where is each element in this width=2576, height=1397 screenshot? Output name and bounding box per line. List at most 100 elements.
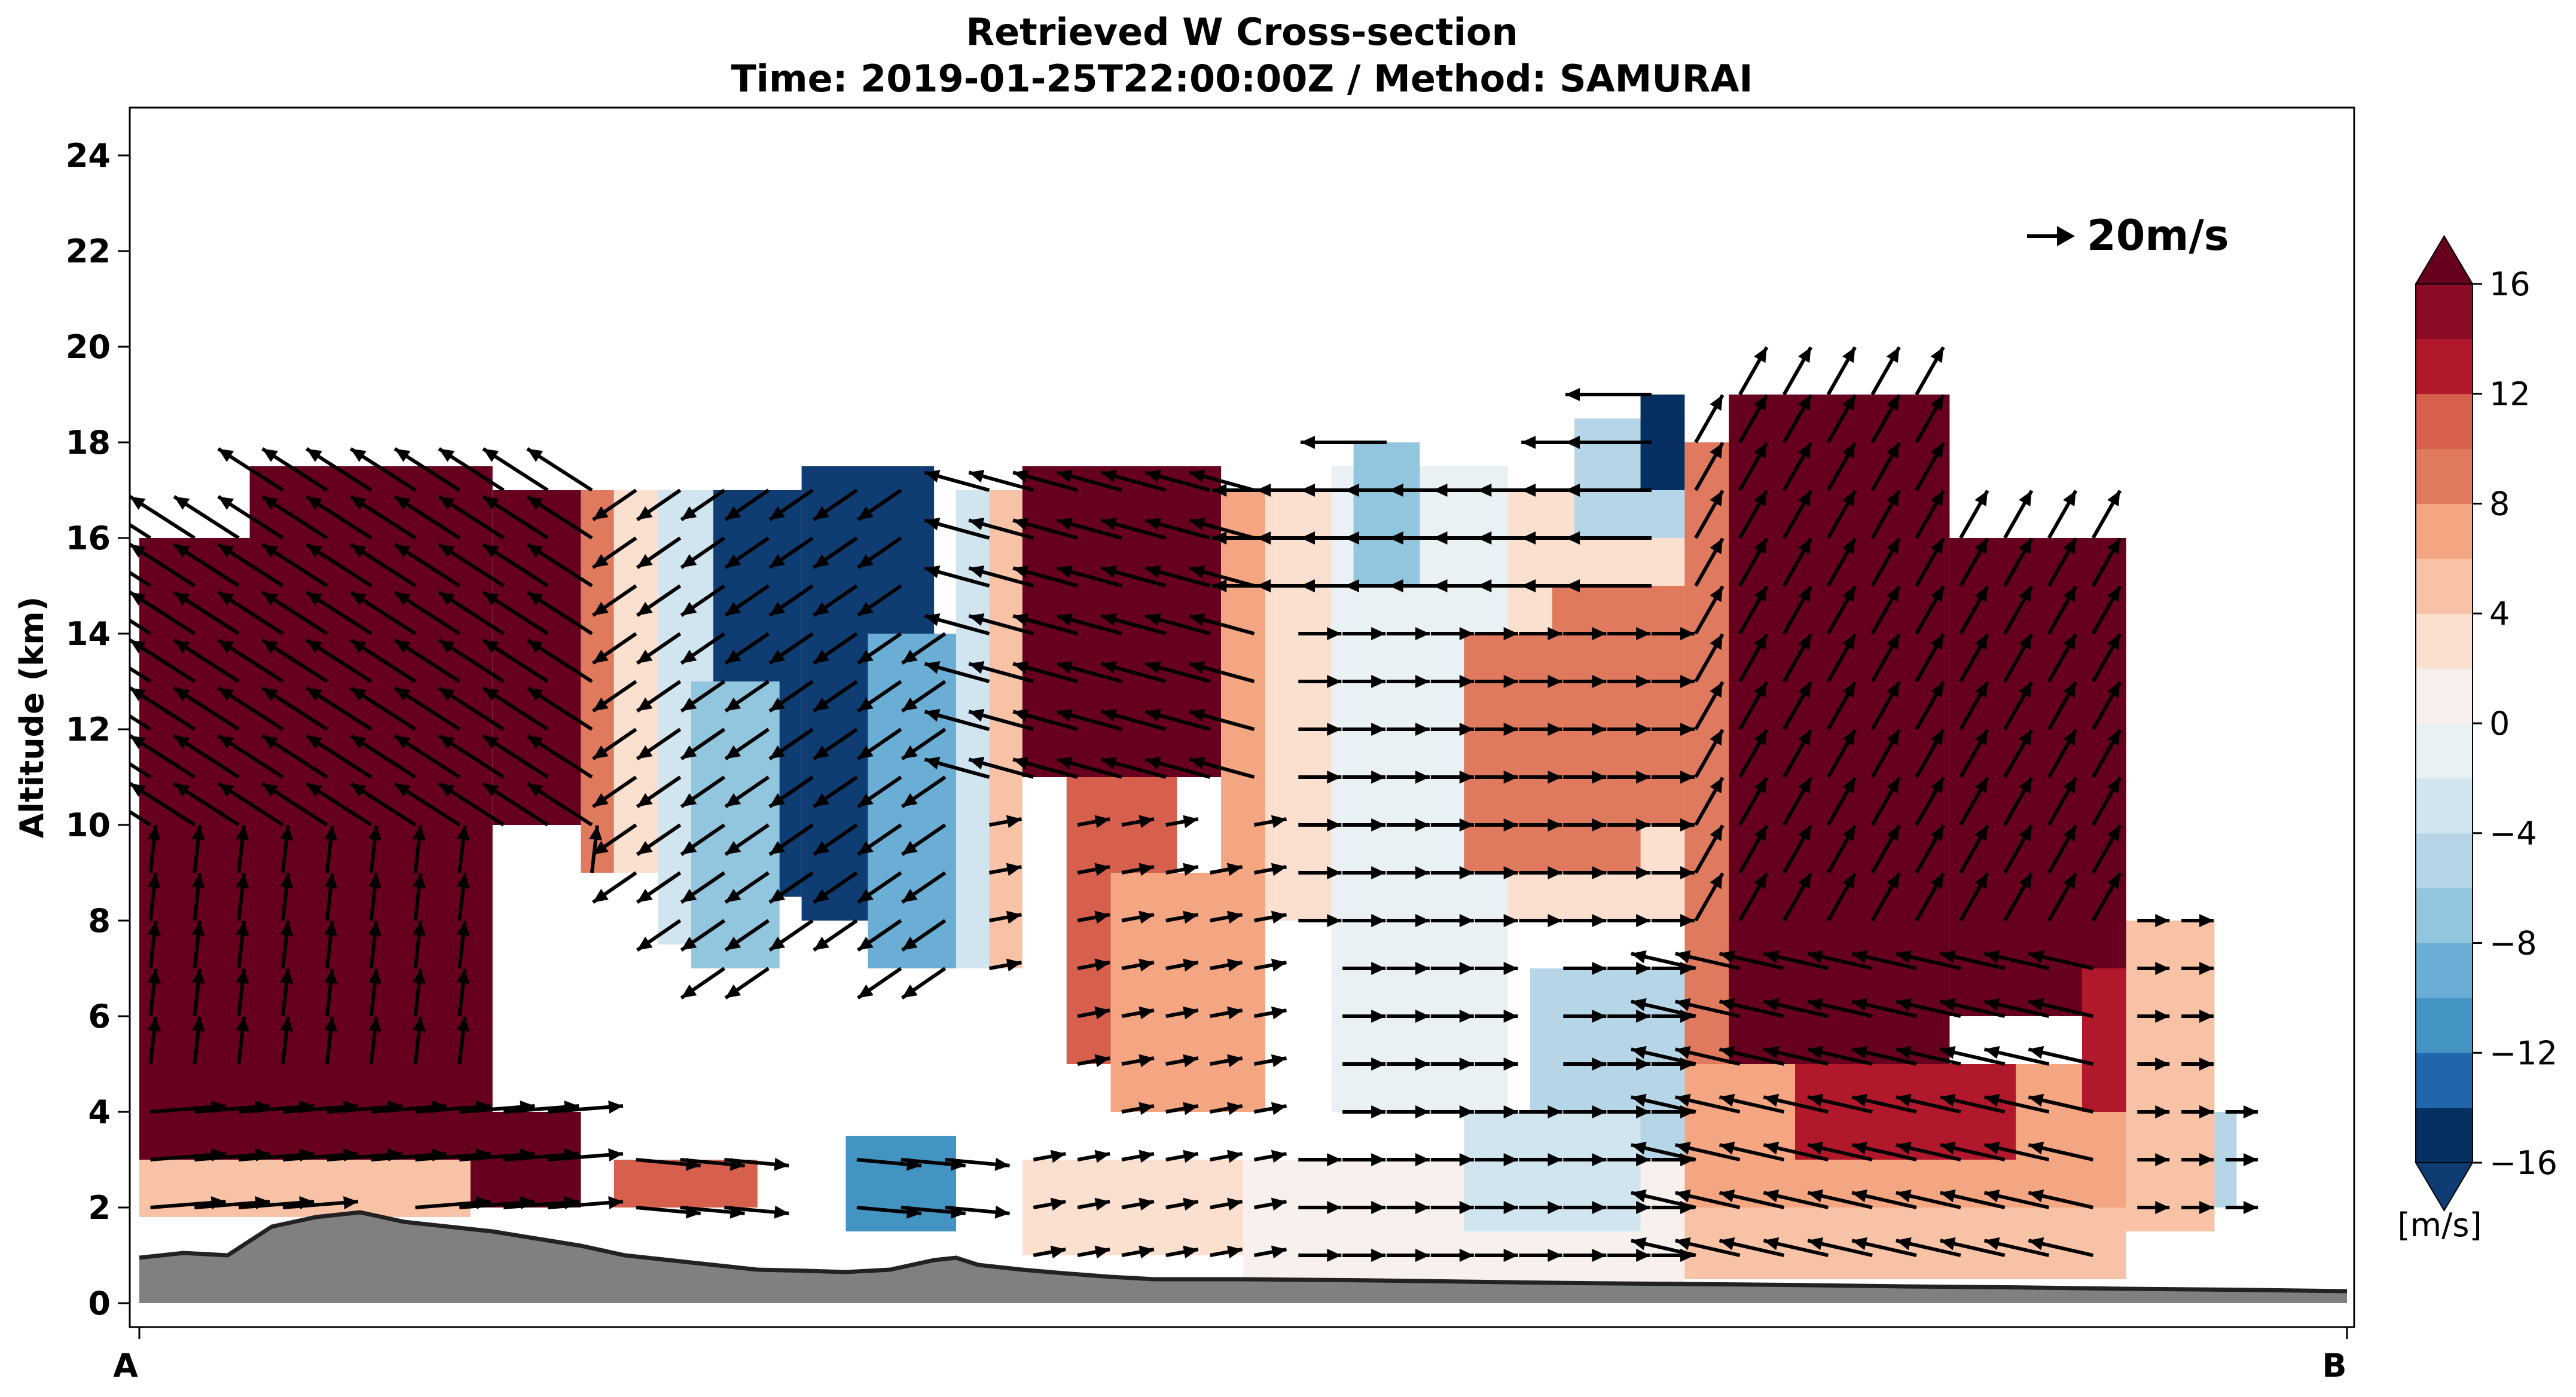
wind-vector-4 <box>147 968 161 1017</box>
wind-vector-227 <box>857 871 902 904</box>
wind-vector-head <box>1101 613 1117 626</box>
wind-vector-405 <box>1430 914 1474 927</box>
wind-vector-213 <box>813 919 858 952</box>
wind-vector-625 <box>1959 633 1989 683</box>
wind-vector-546 <box>1782 777 1813 826</box>
wind-vector-head <box>1842 681 1855 698</box>
wind-vector-691 <box>2225 1201 2258 1214</box>
wind-vector-83 <box>306 782 373 827</box>
wind-vector-head <box>527 735 543 749</box>
wind-vector-head <box>1371 771 1386 784</box>
wind-vector-403 <box>1430 1010 1474 1023</box>
wind-vector-head <box>1271 1245 1287 1259</box>
wind-vector-head <box>1763 1189 1780 1203</box>
wind-vector-head <box>1139 1245 1154 1259</box>
wind-vector-199 <box>724 536 770 569</box>
wind-vector-114 <box>456 825 470 873</box>
wind-vector-525 <box>1738 872 1769 922</box>
wind-vector-434 <box>1519 1153 1562 1166</box>
reference-vector-label: 20m/s <box>2087 211 2229 260</box>
wind-vector-head <box>1798 538 1811 555</box>
wind-vector-74 <box>261 495 328 540</box>
wind-vector-head <box>1057 470 1073 483</box>
wind-vector-254 <box>924 565 990 588</box>
wind-vector-630 <box>1940 1189 2006 1209</box>
wind-vector-head <box>483 544 499 558</box>
wind-vector-head <box>1503 1201 1518 1214</box>
wind-vector-head <box>1183 1102 1198 1115</box>
wind-vector-255 <box>924 518 990 540</box>
wind-vector-219 <box>813 632 858 665</box>
wind-vector-head <box>770 793 786 807</box>
colorbar-band-11 <box>2416 503 2473 559</box>
wind-vector-580 <box>1807 998 1873 1018</box>
wind-vector-235 <box>857 488 902 521</box>
wind-vector-head <box>1886 873 1900 889</box>
wind-vector-614 <box>1896 1189 1961 1209</box>
wind-vector-head <box>1886 395 1900 411</box>
wind-vector-127 <box>438 734 505 779</box>
wind-vector-159 <box>592 727 637 760</box>
wind-vector-head <box>350 496 367 510</box>
wind-vector-head <box>1094 1054 1110 1068</box>
wind-vector-head <box>1139 1054 1154 1068</box>
wind-vector-head <box>1675 998 1691 1011</box>
wind-vector-head <box>1050 1197 1066 1211</box>
wind-vector-662 <box>2028 1189 2094 1209</box>
w-cell-24 <box>1552 586 1685 825</box>
wind-vector-head <box>770 697 786 711</box>
wind-vector-416 <box>1475 1201 1518 1214</box>
wind-vector-head <box>1145 661 1161 674</box>
wind-vector-head <box>527 592 543 606</box>
wind-vector-499 <box>1565 388 1652 401</box>
wind-vector-head <box>924 470 941 483</box>
wind-vector-head <box>593 506 609 520</box>
wind-vector-head <box>2063 634 2076 650</box>
wind-vector-head <box>1636 962 1651 975</box>
wind-vector-head <box>1459 914 1474 927</box>
wind-vector-head <box>1183 863 1198 876</box>
wind-vector-head <box>1974 873 1988 889</box>
wind-vector-head <box>1592 675 1607 688</box>
wind-vector-85 <box>306 686 373 731</box>
wind-vector-head <box>306 496 322 510</box>
wind-vector-head <box>395 783 411 797</box>
wind-vector-304 <box>1165 1054 1199 1068</box>
wind-vector-52 <box>280 825 294 873</box>
wind-vector-131 <box>438 543 505 588</box>
wind-vector-385 <box>1386 1010 1430 1023</box>
wind-vector-684 <box>2181 1201 2214 1214</box>
wind-vector-458 <box>1563 675 1607 688</box>
wind-vector-608 <box>1915 537 1945 587</box>
wind-vector-433 <box>1519 1201 1562 1214</box>
wind-vector-28 <box>130 543 196 588</box>
wind-vector-head <box>593 793 609 807</box>
wind-vector-511 <box>1694 681 1725 730</box>
wind-vector-420 <box>1475 1010 1518 1023</box>
wind-vector-head <box>439 783 455 797</box>
wind-vector-head <box>1930 490 1944 507</box>
wind-vector-head <box>1459 1201 1474 1214</box>
wind-vector-364 <box>1342 1201 1386 1214</box>
wind-vector-head <box>1896 1093 1912 1107</box>
wind-vector-head <box>1227 1006 1243 1020</box>
wind-vector-head <box>456 825 470 840</box>
wind-vector-295 <box>1057 661 1122 683</box>
wind-vector-head <box>1984 1093 2000 1107</box>
wind-vector-head <box>1886 729 1900 746</box>
wind-vector-head <box>1636 914 1651 927</box>
wind-vector-head <box>1631 1046 1647 1059</box>
wind-vector-head <box>1680 723 1695 736</box>
colorbar-band-4 <box>2416 888 2473 943</box>
wind-vector-97 <box>412 873 426 921</box>
wind-vector-594 <box>1851 1237 1917 1257</box>
wind-vector-head <box>681 506 697 520</box>
wind-vector-117 <box>393 686 460 731</box>
wind-vector-369 <box>1342 962 1386 975</box>
wind-vector-573 <box>1826 394 1857 444</box>
wind-vector-head <box>1459 1153 1474 1166</box>
colorbar-band-14 <box>2416 338 2473 395</box>
wind-vector-head <box>1930 873 1944 889</box>
wind-vector-head <box>1101 518 1117 531</box>
colorbar-label: [m/s] <box>2397 1206 2482 1244</box>
